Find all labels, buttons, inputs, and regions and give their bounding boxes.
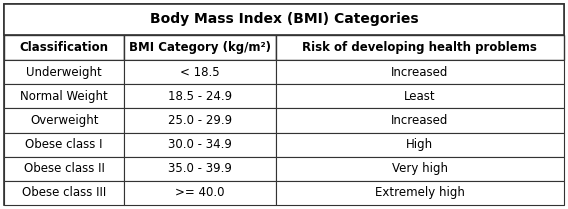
Text: Very high: Very high [392, 162, 448, 175]
Text: Obese class I: Obese class I [26, 138, 103, 151]
Bar [124, 60, 275, 84]
Bar [4, 181, 124, 205]
Bar [124, 133, 275, 157]
Text: Obese class III: Obese class III [22, 186, 106, 199]
Text: Obese class II: Obese class II [24, 162, 105, 175]
Bar [275, 108, 564, 133]
Text: Classification: Classification [20, 41, 108, 54]
Bar [4, 108, 124, 133]
Bar [124, 84, 275, 108]
Text: Least: Least [404, 90, 436, 103]
Text: Body Mass Index (BMI) Categories: Body Mass Index (BMI) Categories [150, 13, 418, 27]
Bar [4, 84, 124, 108]
Bar [4, 133, 124, 157]
Bar [124, 35, 275, 60]
Text: 18.5 - 24.9: 18.5 - 24.9 [168, 90, 232, 103]
Text: Underweight: Underweight [26, 66, 102, 79]
Text: 35.0 - 39.9: 35.0 - 39.9 [168, 162, 232, 175]
Text: Extremely high: Extremely high [375, 186, 465, 199]
Text: BMI Category (kg/m²): BMI Category (kg/m²) [129, 41, 271, 54]
Text: Normal Weight: Normal Weight [20, 90, 108, 103]
Bar [275, 181, 564, 205]
Bar [124, 157, 275, 181]
Text: High: High [406, 138, 433, 151]
Bar [275, 157, 564, 181]
Bar [4, 35, 124, 60]
Text: Overweight: Overweight [30, 114, 98, 127]
Bar [124, 181, 275, 205]
Text: Risk of developing health problems: Risk of developing health problems [302, 41, 537, 54]
Bar [4, 4, 564, 35]
Bar [4, 60, 124, 84]
Text: 25.0 - 29.9: 25.0 - 29.9 [168, 114, 232, 127]
Bar [275, 133, 564, 157]
Bar [124, 108, 275, 133]
Text: < 18.5: < 18.5 [180, 66, 220, 79]
Text: >= 40.0: >= 40.0 [176, 186, 225, 199]
Text: Increased: Increased [391, 114, 449, 127]
Text: Increased: Increased [391, 66, 449, 79]
Text: 30.0 - 34.9: 30.0 - 34.9 [168, 138, 232, 151]
Bar [275, 35, 564, 60]
Bar [4, 157, 124, 181]
Bar [275, 84, 564, 108]
Bar [275, 60, 564, 84]
